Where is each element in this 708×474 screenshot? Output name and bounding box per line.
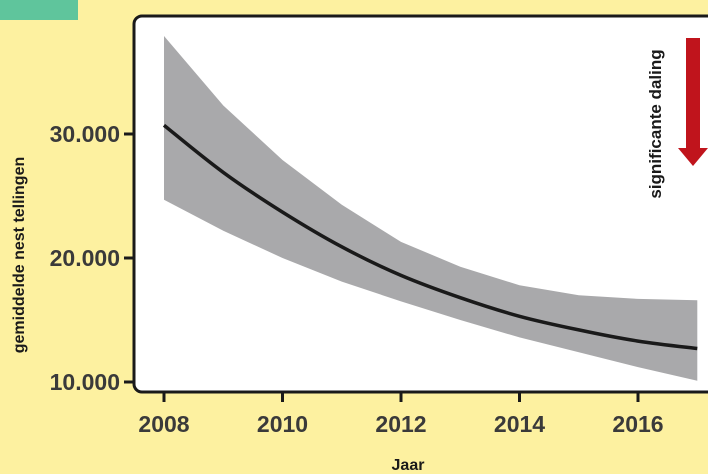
y-tick-label: 30.000 — [50, 121, 120, 147]
decline-annotation-text: significante daling — [646, 49, 665, 198]
y-axis: 10.000 20.000 30.000 — [50, 121, 134, 395]
x-tick-label: 2008 — [138, 411, 189, 437]
x-tick-label: 2012 — [375, 411, 426, 437]
y-tick-label: 20.000 — [50, 245, 120, 271]
x-axis: 2008 2010 2012 2014 2016 — [138, 392, 664, 437]
decline-annotation: significante daling — [646, 38, 708, 199]
x-tick-label: 2010 — [257, 411, 308, 437]
y-axis-title: gemiddelde nest tellingen — [11, 157, 28, 353]
down-arrow-icon — [678, 148, 708, 166]
x-axis-title: Jaar — [392, 457, 425, 474]
x-tick-label: 2016 — [612, 411, 663, 437]
trend-line — [162, 123, 698, 351]
confidence-band — [164, 36, 698, 381]
x-tick-label: 2014 — [494, 411, 545, 437]
down-arrow-shaft — [686, 38, 700, 150]
y-tick-label: 10.000 — [50, 369, 120, 395]
corner-tab — [0, 0, 78, 20]
